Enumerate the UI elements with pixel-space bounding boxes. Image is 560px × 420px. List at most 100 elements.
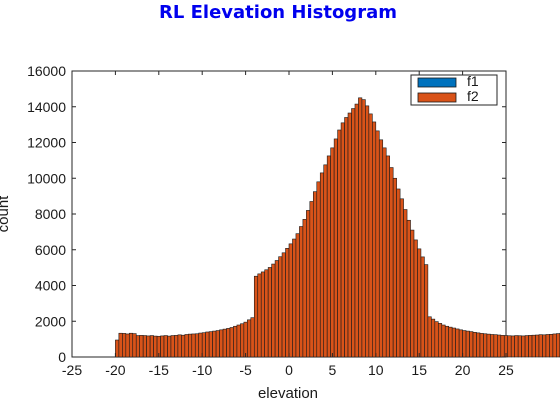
histogram-bar [226,328,231,358]
histogram-bar [444,325,450,358]
histogram-bar [392,177,397,358]
histogram-bar [281,252,286,358]
histogram-bar [323,164,328,358]
y-tick-label: 14000 [27,99,66,115]
histogram-bar [212,330,217,358]
x-tick-label: 10 [368,362,384,378]
histogram-bar [267,267,272,358]
legend-swatch-f2 [417,92,457,103]
histogram-bar [497,334,502,358]
histogram-bar [542,334,547,358]
histogram-bar [118,332,123,358]
histogram-bar [330,147,335,358]
x-tick-label: -5 [239,362,252,378]
histogram-bar [500,335,505,358]
histogram-bar [344,117,349,358]
histogram-bar [257,273,262,358]
histogram-bar [431,318,436,358]
histogram-bar [378,139,384,358]
histogram-bar [198,332,203,358]
histogram-bar [545,334,550,358]
x-tick-label: 25 [498,362,514,378]
histogram-bar [410,229,415,358]
histogram-bar [319,172,325,358]
histogram-bar [174,335,179,358]
histogram-bar [302,219,307,358]
histogram-bar [240,323,245,358]
histogram-bar [236,324,241,358]
histogram-bar [222,328,227,358]
histogram-bar [358,97,363,358]
histogram-bar [122,333,127,358]
histogram-bar [462,330,467,358]
histogram-bar [476,332,481,358]
histogram-bar [507,335,512,358]
histogram-bar [146,335,151,358]
histogram-bar [396,188,401,358]
histogram-bar [528,335,533,358]
histogram-bar [309,201,314,358]
histogram-bar [326,155,331,358]
legend-label-f2: f2 [467,88,479,104]
histogram-bar [184,334,189,358]
y-tick-label: 12000 [27,135,66,151]
axis-ticks [71,70,507,358]
histogram-bar [170,335,175,358]
histogram-bar [479,333,484,358]
axis-tick-labels: -25 -20 -15 -10 -5 0 5 10 15 20 25 0 2000 4000 6000 800… [27,63,514,378]
histogram-bar [243,321,248,358]
histogram-bar [403,209,408,358]
histogram-bar [181,334,186,358]
histogram-bar [389,167,394,358]
histogram-bar [271,263,276,358]
histogram-bar [125,333,130,358]
histogram-bar [188,333,193,358]
histogram-bar [472,332,477,358]
histogram-bar [128,332,134,358]
y-tick-label: 2000 [35,313,66,329]
histogram-bar [521,335,526,358]
x-tick-label: -10 [192,362,212,378]
histogram-bar [455,328,460,358]
histogram-bar [458,329,463,358]
histogram-bar [253,275,259,358]
x-axis-label: elevation [258,385,318,402]
histogram-bar [417,248,422,358]
histogram-bar [163,335,168,358]
histogram-bar [285,248,290,358]
histogram-bar [278,256,283,358]
y-tick-label: 0 [58,349,66,365]
histogram-bar [510,335,515,358]
histogram-bar [142,335,147,358]
histogram-bar [514,335,519,358]
y-tick-label: 16000 [27,63,66,79]
histogram-bar [424,264,429,358]
chart-title: RL Elevation Histogram [159,2,397,23]
histogram-bar [247,319,252,358]
histogram-bar [260,271,265,358]
histogram-bar [531,334,536,358]
histogram-bar [167,335,172,358]
legend: f1 f2 [410,73,498,106]
histogram-bar [549,333,554,358]
histogram-bar [233,325,238,358]
histogram-bar [448,326,453,358]
x-tick-label: -20 [105,362,125,378]
y-tick-label: 6000 [35,242,66,258]
histogram-bar [385,155,390,358]
histogram-bar [361,99,366,358]
histogram-bar [347,112,352,358]
histogram-bar [490,334,495,358]
legend-label-f1: f1 [467,73,479,89]
histogram-bar [469,331,474,358]
histogram-bar [153,335,158,358]
histogram-bar [135,335,140,358]
histogram-bar [208,331,213,358]
histogram-bar [451,327,456,358]
histogram-bar [375,130,380,358]
histogram-bar [483,333,488,358]
histogram-bar [191,333,196,358]
histogram-bar [250,317,255,358]
histogram-bar [434,321,439,358]
